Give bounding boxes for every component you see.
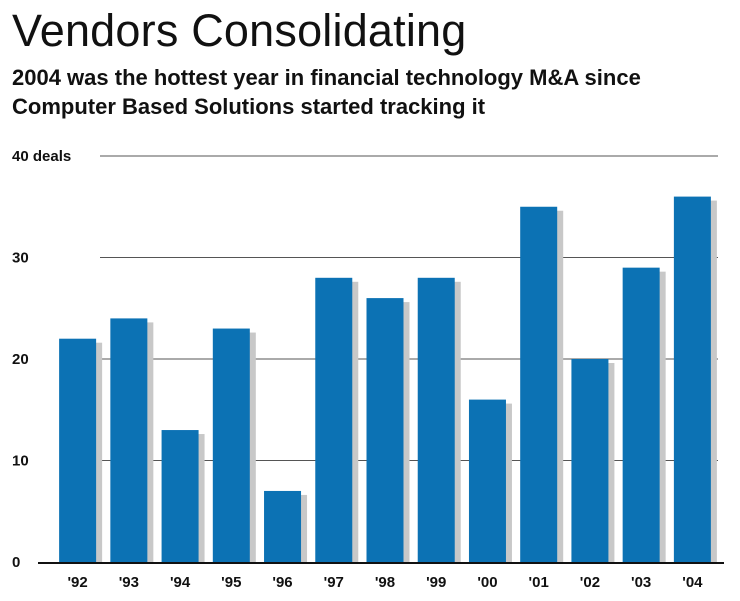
chart-title: Vendors Consolidating xyxy=(12,5,467,56)
y-axis-tick-labels: 0 10 20 30 40 deals xyxy=(12,148,71,571)
bar-6 xyxy=(366,298,404,562)
x-tick-label-0: '92 xyxy=(67,574,87,591)
bar-1 xyxy=(110,318,148,562)
y-tick-label-10: 10 xyxy=(12,453,29,470)
y-tick-label-20: 20 xyxy=(12,351,29,368)
x-tick-label-10: '02 xyxy=(580,574,600,591)
bar-3 xyxy=(212,328,250,562)
bar-10 xyxy=(571,359,609,562)
x-tick-label-5: '97 xyxy=(324,574,344,591)
bar-12 xyxy=(673,196,711,562)
bar-5 xyxy=(315,277,353,562)
x-tick-label-4: '96 xyxy=(272,574,292,591)
bar-7 xyxy=(417,277,455,562)
bar-4 xyxy=(264,490,302,562)
x-tick-label-12: '04 xyxy=(682,574,703,591)
bars xyxy=(59,196,711,562)
y-tick-label-30: 30 xyxy=(12,250,29,267)
x-tick-label-8: '00 xyxy=(477,574,497,591)
y-tick-label-0: 0 xyxy=(12,554,20,571)
bar-0 xyxy=(59,338,97,562)
chart-subtitle: 2004 was the hottest year in financial t… xyxy=(12,65,641,119)
bar-8 xyxy=(468,399,506,562)
x-tick-label-2: '94 xyxy=(170,574,191,591)
x-tick-label-7: '99 xyxy=(426,574,446,591)
bar-9 xyxy=(520,206,558,562)
bar-2 xyxy=(161,430,199,562)
bar-11 xyxy=(622,267,660,562)
x-axis-tick-labels: '92 '93 '94 '95 '96 '97 '98 '99 '00 '01 '02 '03 '04 xyxy=(67,574,703,591)
x-tick-label-6: '98 xyxy=(375,574,395,591)
x-tick-label-3: '95 xyxy=(221,574,241,591)
y-tick-label-40: 40 deals xyxy=(12,148,71,165)
x-tick-label-11: '03 xyxy=(631,574,651,591)
x-tick-label-9: '01 xyxy=(529,574,549,591)
x-tick-label-1: '93 xyxy=(119,574,139,591)
